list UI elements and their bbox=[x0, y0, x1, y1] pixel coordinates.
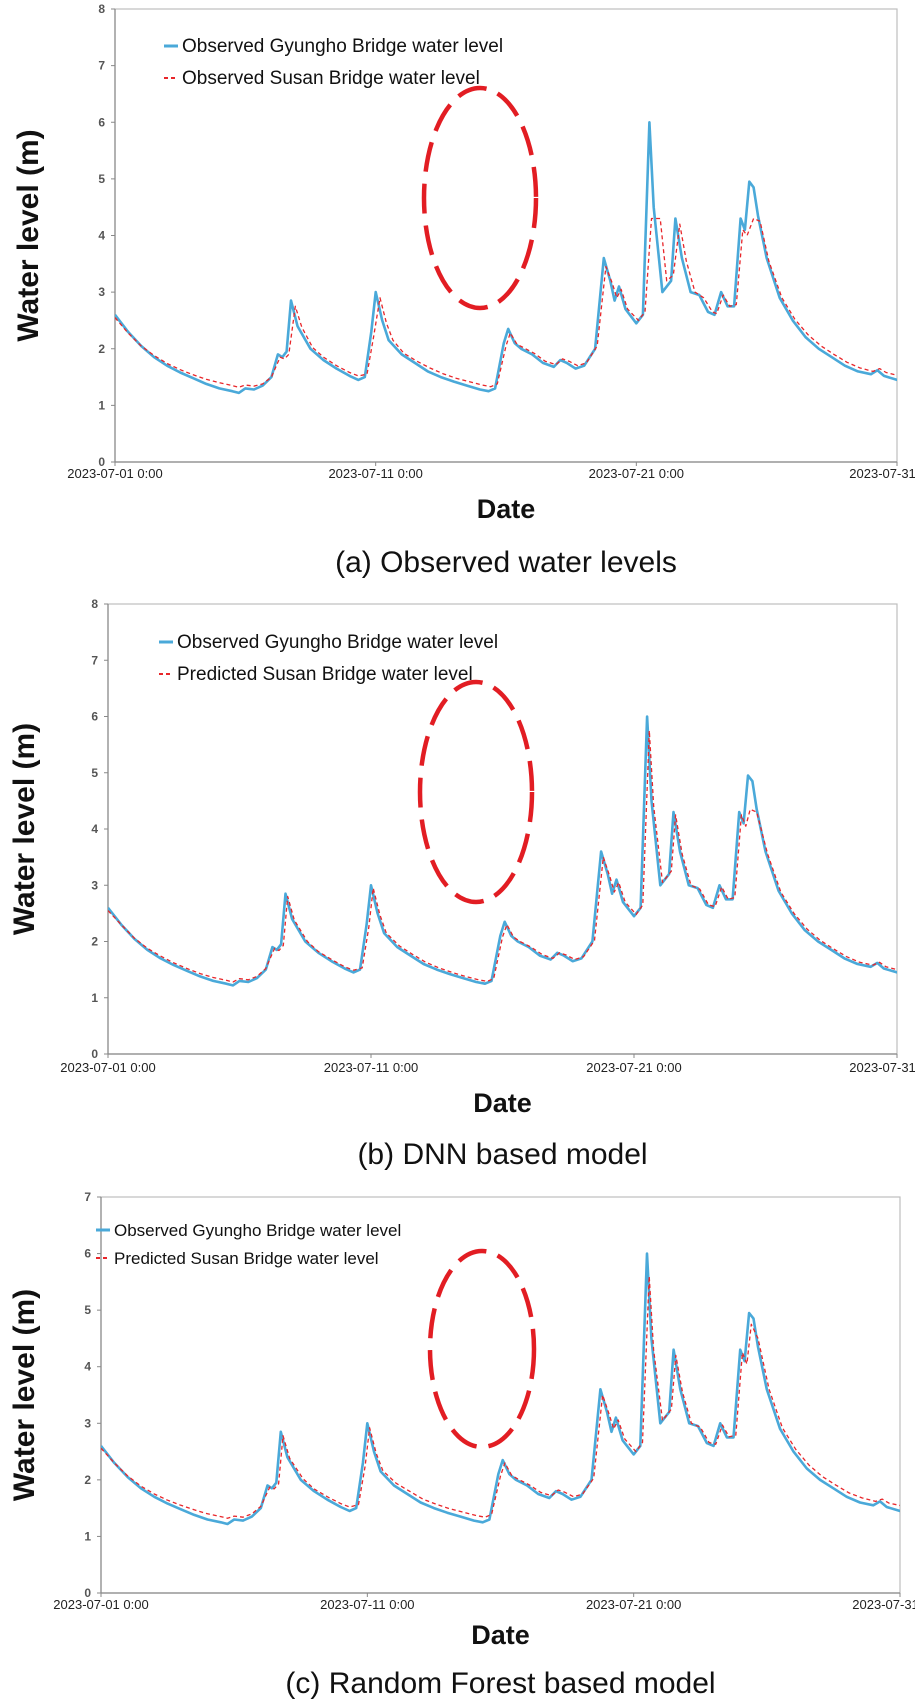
chart-panel-2: 0 1 2 3 4 5 6 7 2023-07-01 0:00 2023-07-11 0:00 20… bbox=[8, 1190, 915, 1700]
legend-label: Observed Susan Bridge water level bbox=[182, 68, 480, 89]
x-axis-label: Date bbox=[473, 1088, 532, 1118]
legend-label: Observed Gyungho Bridge water level bbox=[114, 1221, 401, 1240]
y-tick-label: 2 bbox=[91, 935, 98, 949]
y-tick-label: 5 bbox=[84, 1303, 91, 1317]
y-tick-label: 8 bbox=[98, 2, 105, 16]
series-group bbox=[108, 715, 897, 987]
y-axis-label: Water level (m) bbox=[12, 129, 45, 341]
x-tick-label: 2023-07-01 0:00 bbox=[53, 1597, 148, 1612]
y-tick-label: 1 bbox=[84, 1529, 91, 1543]
chart-panel-0: 0 1 2 3 4 5 6 7 8 2023-07-01 0:00 2023-07-11 0:00 2… bbox=[12, 2, 915, 579]
susan-bridge-line bbox=[115, 217, 897, 388]
x-tick-label: 2023-07-31 0:00 bbox=[849, 466, 915, 481]
y-tick-label: 4 bbox=[91, 822, 98, 836]
series-group bbox=[115, 121, 897, 395]
x-tick-label: 2023-07-11 0:00 bbox=[320, 1597, 414, 1612]
x-tick-label: 2023-07-01 0:00 bbox=[67, 466, 162, 481]
panel-caption: (b) DNN based model bbox=[357, 1138, 647, 1171]
y-tick-label: 7 bbox=[91, 653, 98, 667]
plot-frame bbox=[114, 8, 898, 463]
x-tick-label: 2023-07-11 0:00 bbox=[324, 1060, 418, 1075]
y-tick-label: 0 bbox=[84, 1586, 91, 1600]
x-tick-label: 2023-07-31 0:00 bbox=[849, 1060, 915, 1075]
x-axis-label: Date bbox=[471, 1620, 530, 1650]
y-tick-label: 6 bbox=[98, 115, 105, 129]
plot-frame bbox=[100, 1196, 901, 1594]
x-tick-label: 2023-07-11 0:00 bbox=[328, 466, 422, 481]
observed-gyungho-line bbox=[115, 121, 897, 395]
legend-label: Observed Gyungho Bridge water level bbox=[177, 632, 498, 653]
highlight-ellipse bbox=[421, 85, 539, 311]
x-tick-label: 2023-07-21 0:00 bbox=[586, 1597, 681, 1612]
y-tick-label: 0 bbox=[98, 455, 105, 469]
x-tick-label: 2023-07-01 0:00 bbox=[60, 1060, 155, 1075]
panel-caption: (c) Random Forest based model bbox=[285, 1667, 715, 1700]
y-tick-label: 2 bbox=[98, 342, 105, 356]
y-axis-label: Water level (m) bbox=[8, 1289, 41, 1501]
y-tick-label: 3 bbox=[91, 878, 98, 892]
susan-bridge-line bbox=[108, 729, 897, 983]
legend-label: Predicted Susan Bridge water level bbox=[114, 1249, 379, 1268]
legend-label: Observed Gyungho Bridge water level bbox=[182, 36, 503, 57]
y-tick-label: 1 bbox=[98, 398, 105, 412]
panel-caption: (a) Observed water levels bbox=[335, 546, 677, 579]
y-tick-label: 7 bbox=[84, 1190, 91, 1204]
highlight-ellipse bbox=[417, 679, 535, 905]
y-tick-label: 0 bbox=[91, 1047, 98, 1061]
y-tick-label: 7 bbox=[98, 59, 105, 73]
y-tick-label: 3 bbox=[98, 285, 105, 299]
y-tick-label: 4 bbox=[98, 229, 105, 243]
x-tick-label: 2023-07-21 0:00 bbox=[589, 466, 684, 481]
y-tick-label: 8 bbox=[91, 597, 98, 611]
legend-label: Predicted Susan Bridge water level bbox=[177, 664, 473, 685]
series-group bbox=[101, 1252, 900, 1526]
chart-panel-1: 0 1 2 3 4 5 6 7 8 2023-07-01 0:00 2023-07-11 0:00 2… bbox=[8, 597, 915, 1171]
y-tick-label: 2 bbox=[84, 1473, 91, 1487]
y-tick-label: 3 bbox=[84, 1416, 91, 1430]
y-tick-label: 6 bbox=[91, 710, 98, 724]
x-tick-label: 2023-07-31 0:00 bbox=[852, 1597, 915, 1612]
x-tick-label: 2023-07-21 0:00 bbox=[586, 1060, 681, 1075]
y-tick-label: 5 bbox=[91, 766, 98, 780]
y-tick-label: 6 bbox=[84, 1247, 91, 1261]
y-tick-label: 1 bbox=[91, 991, 98, 1005]
y-axis-label: Water level (m) bbox=[8, 723, 41, 935]
x-axis-label: Date bbox=[477, 494, 536, 524]
y-tick-label: 4 bbox=[84, 1360, 91, 1374]
highlight-ellipse bbox=[427, 1248, 537, 1450]
y-tick-label: 5 bbox=[98, 172, 105, 186]
